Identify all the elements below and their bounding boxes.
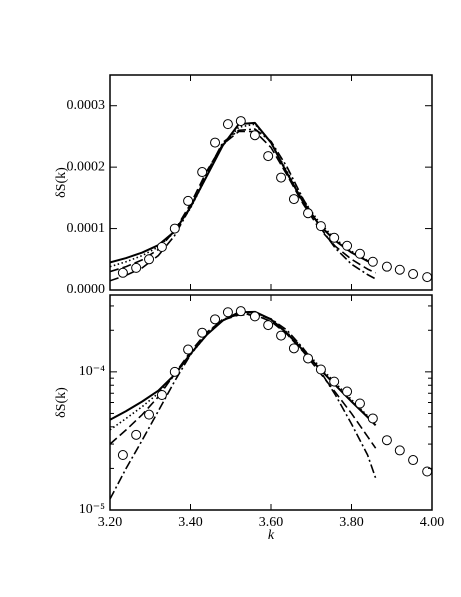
data-point [235, 306, 246, 317]
data-point [156, 242, 167, 252]
y-tick-label: 0.0003 [67, 98, 106, 113]
data-point [303, 208, 314, 219]
x-tick-label: 3.80 [339, 515, 364, 530]
x-tick-label: 3.40 [178, 515, 203, 530]
data-point [303, 353, 314, 364]
data-point [288, 343, 299, 354]
y-axis-label: δS(k) [54, 387, 69, 418]
data-point [329, 232, 340, 243]
data-point [117, 450, 128, 461]
panel [110, 306, 432, 500]
data-point [276, 330, 287, 341]
data-point [342, 240, 353, 251]
data-point [210, 137, 221, 148]
data-point [169, 366, 180, 377]
data-point [381, 435, 392, 446]
data-point [329, 376, 340, 387]
y-axis-label: δS(k) [54, 167, 69, 198]
data-point [249, 311, 260, 322]
data-point [263, 151, 274, 162]
data-point [131, 429, 142, 440]
data-point [342, 386, 353, 397]
data-point [315, 221, 326, 232]
curve [110, 314, 377, 449]
data-point [249, 130, 260, 141]
data-point [156, 389, 167, 400]
data-point [263, 320, 274, 331]
data-point [394, 445, 405, 456]
data-point [315, 364, 326, 375]
x-tick-label: 4.00 [420, 515, 445, 530]
y-tick-label: 10⁻⁴ [79, 364, 105, 379]
data-point [235, 116, 246, 127]
plot-frame [109, 74, 433, 291]
data-point [288, 194, 299, 205]
x-tick-label: 3.60 [259, 515, 284, 530]
curve [110, 121, 377, 266]
data-point [354, 248, 365, 259]
panel [110, 116, 432, 283]
data-point [367, 413, 378, 424]
data-point [131, 262, 142, 273]
data-point [144, 254, 155, 265]
y-tick-label: 0.0000 [67, 282, 106, 297]
curve [110, 130, 376, 274]
y-tick-label: 10⁻⁵ [79, 502, 105, 517]
curve [110, 123, 376, 268]
data-point [144, 409, 155, 420]
curve [110, 311, 377, 431]
plot-frame [109, 294, 433, 511]
y-tick-label: 0.0002 [67, 159, 106, 174]
data-point [354, 398, 365, 409]
curve [110, 313, 377, 500]
data-point [197, 327, 208, 338]
data-point [222, 119, 233, 130]
data-point [169, 223, 180, 234]
data-point [276, 172, 287, 183]
data-point [422, 272, 432, 283]
data-point [183, 195, 194, 206]
x-tick-label: 3.20 [98, 515, 123, 530]
curve [110, 128, 377, 282]
data-point [117, 267, 128, 278]
data-point [183, 344, 194, 355]
y-tick-label: 0.0001 [67, 221, 106, 236]
data-point [394, 264, 405, 275]
x-axis-label: k [268, 528, 275, 543]
data-point [367, 256, 378, 267]
data-point [197, 167, 208, 178]
data-point [381, 261, 392, 272]
data-point [210, 314, 221, 325]
data-point [408, 269, 419, 280]
data-point [222, 307, 233, 318]
data-point [408, 455, 419, 466]
curve [110, 310, 377, 427]
